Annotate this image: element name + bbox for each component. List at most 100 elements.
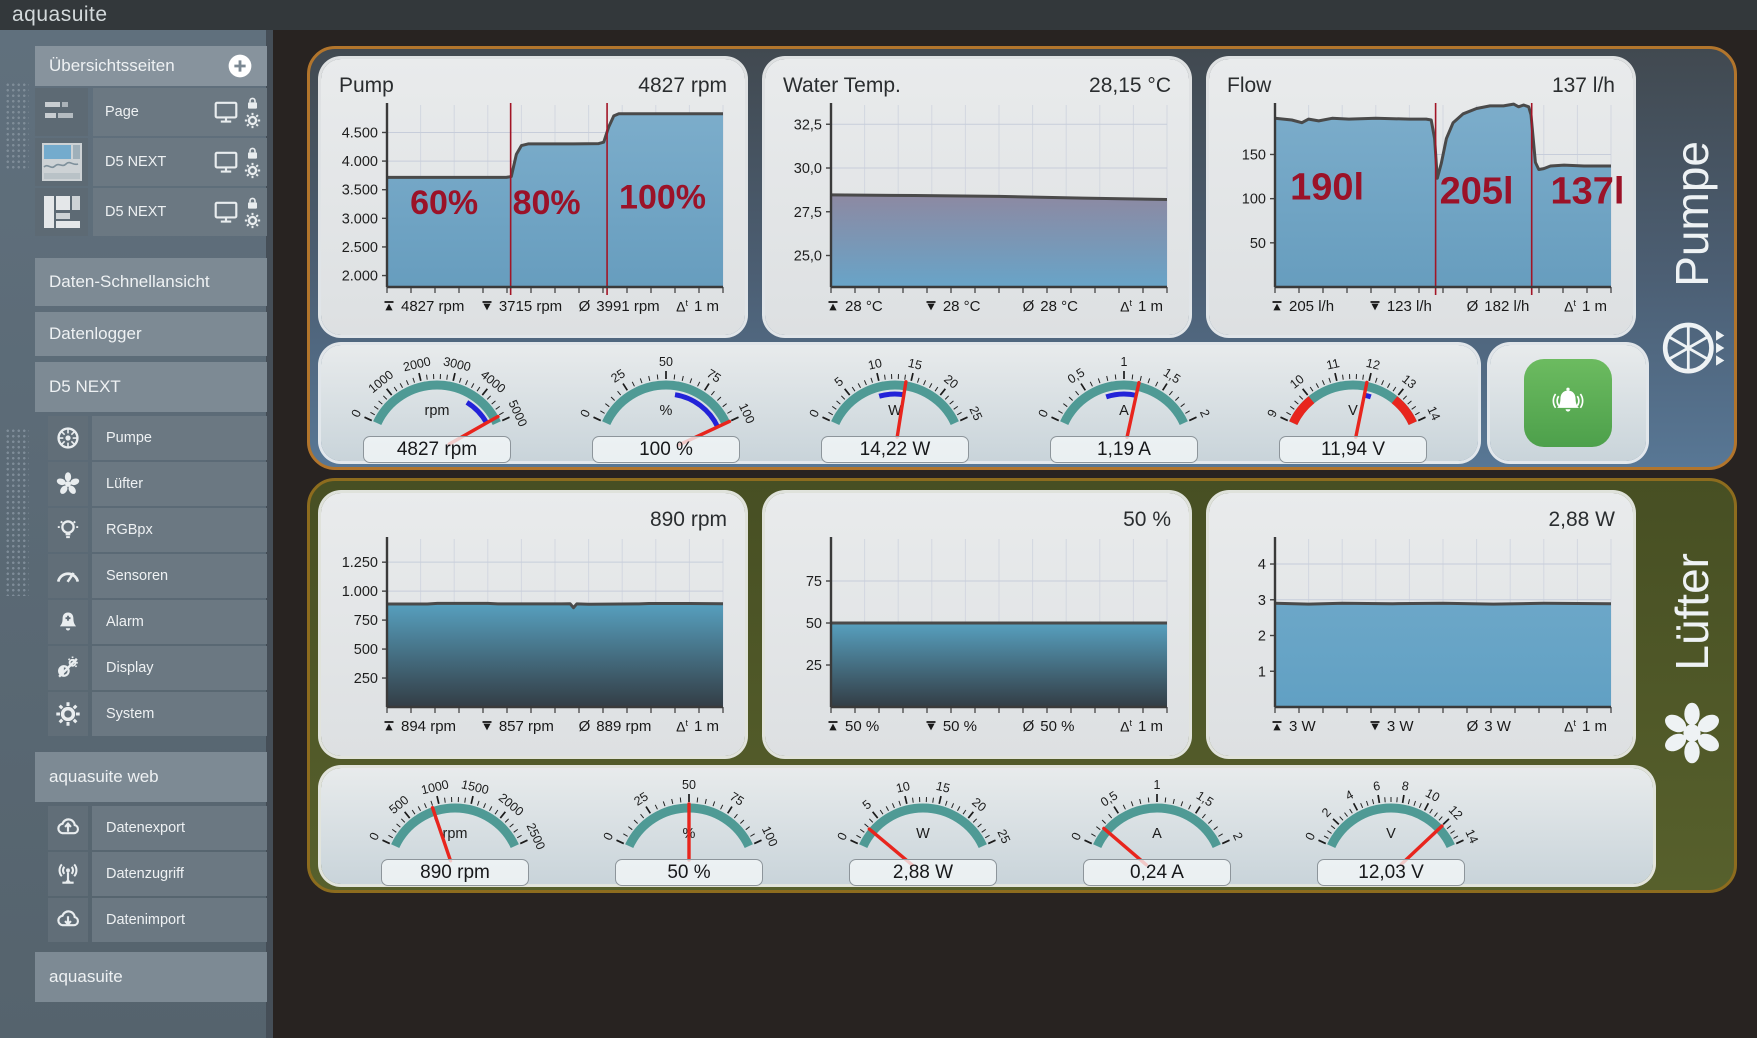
svg-text:25,0: 25,0 bbox=[794, 249, 822, 265]
svg-text:10: 10 bbox=[1423, 786, 1442, 805]
sidebar-section-d5next[interactable]: D5 NEXT bbox=[35, 362, 267, 412]
svg-text:0: 0 bbox=[1035, 407, 1051, 419]
sidebar-item-system[interactable]: System bbox=[48, 692, 267, 736]
lock-icon[interactable] bbox=[245, 146, 260, 161]
svg-text:0: 0 bbox=[600, 830, 616, 842]
svg-text:3.000: 3.000 bbox=[342, 211, 378, 227]
sidebar-section-aquasuite-web[interactable]: aquasuite web bbox=[35, 752, 267, 802]
sidebar-item-datenimport[interactable]: Datenimport bbox=[48, 898, 267, 942]
page-thumbnail bbox=[35, 138, 88, 186]
decor-dots bbox=[5, 428, 29, 596]
svg-text:3000: 3000 bbox=[442, 354, 472, 374]
svg-text:50: 50 bbox=[659, 355, 673, 369]
sidebar-item-datenexport[interactable]: Datenexport bbox=[48, 806, 267, 850]
chart-title: Flow bbox=[1227, 74, 1272, 97]
monitor-icon[interactable] bbox=[211, 199, 241, 225]
fan-percent-chart: 25 50 75 bbox=[781, 537, 1173, 715]
page-item-d5next-2[interactable]: D5 NEXT bbox=[35, 188, 267, 236]
svg-text:V: V bbox=[1348, 403, 1358, 419]
gear-icon[interactable] bbox=[244, 112, 261, 129]
chart-title: Pump bbox=[339, 74, 394, 97]
fan-icon bbox=[1665, 702, 1719, 763]
page-item-label: D5 NEXT bbox=[105, 154, 167, 170]
bell-icon bbox=[1552, 387, 1584, 412]
average-icon: Ø bbox=[1022, 298, 1035, 315]
gauge-pump-volt: 9 10 11 12 13 14 V 11,94 V bbox=[1247, 355, 1459, 463]
svg-text:3: 3 bbox=[1258, 593, 1266, 609]
svg-text:rpm: rpm bbox=[443, 826, 468, 842]
svg-text:1000: 1000 bbox=[366, 368, 396, 396]
max-icon bbox=[1272, 721, 1282, 731]
gauge-pump-watt: 0 5 10 15 20 25 W 14,22 W bbox=[789, 355, 1001, 463]
bell-plus-icon bbox=[55, 609, 81, 635]
svg-text:100: 100 bbox=[736, 401, 758, 426]
sidebar-header-overview[interactable]: Übersichtsseiten bbox=[35, 46, 267, 86]
svg-text:100: 100 bbox=[1242, 192, 1266, 208]
max-icon bbox=[1272, 301, 1282, 311]
svg-text:60%: 60% bbox=[410, 184, 478, 222]
sidebar-section-aquasuite[interactable]: aquasuite bbox=[35, 952, 267, 1002]
fan-panel-label: Lüfter bbox=[1666, 553, 1718, 671]
sidebar-item-datenzugriff[interactable]: Datenzugriff bbox=[48, 852, 267, 896]
min-icon bbox=[1370, 721, 1380, 731]
svg-text:0: 0 bbox=[806, 407, 822, 419]
svg-text:25: 25 bbox=[994, 827, 1013, 846]
svg-text:50: 50 bbox=[1250, 236, 1266, 252]
gauge-pump-ampere: 0 0,5 1 1,5 2 A 1,19 A bbox=[1018, 355, 1230, 463]
svg-text:10: 10 bbox=[895, 779, 912, 796]
svg-text:1,5: 1,5 bbox=[1194, 788, 1216, 809]
svg-text:13: 13 bbox=[1399, 372, 1419, 392]
sidebar-item-pumpe[interactable]: Pumpe bbox=[48, 416, 267, 460]
add-page-button[interactable] bbox=[227, 53, 253, 79]
svg-text:1,5: 1,5 bbox=[1161, 365, 1183, 386]
monitor-icon[interactable] bbox=[211, 149, 241, 175]
svg-text:14: 14 bbox=[1462, 827, 1481, 846]
svg-text:205l: 205l bbox=[1440, 170, 1514, 212]
sidebar-item-datalogger[interactable]: Datenlogger bbox=[35, 312, 267, 356]
chart-card-fan-rpm: 890 rpm 250 500 750 1.000 1.250 894 rpm 857 … bbox=[321, 493, 745, 756]
sidebar-item-rgbpx[interactable]: RGBpx bbox=[48, 508, 267, 552]
svg-text:1.000: 1.000 bbox=[342, 584, 378, 600]
lock-icon[interactable] bbox=[245, 96, 260, 111]
gear-icon[interactable] bbox=[244, 212, 261, 229]
pump-rpm-chart: 2.000 2.500 3.000 3.500 4.000 4.500 60% 80% 100% bbox=[337, 103, 729, 295]
svg-text:137l: 137l bbox=[1550, 170, 1624, 212]
svg-text:2: 2 bbox=[1258, 629, 1266, 645]
sidebar-item-sensoren[interactable]: Sensoren bbox=[48, 554, 267, 598]
lock-icon[interactable] bbox=[245, 196, 260, 211]
svg-text:2500: 2500 bbox=[523, 821, 547, 852]
monitor-icon[interactable] bbox=[211, 99, 241, 125]
page-item-d5next-1[interactable]: D5 NEXT bbox=[35, 138, 267, 186]
sidebar-item-quickview[interactable]: Daten-Schnellansicht bbox=[35, 258, 267, 306]
min-icon bbox=[482, 301, 492, 311]
svg-text:2: 2 bbox=[1197, 407, 1213, 419]
sidebar-item-display[interactable]: Display bbox=[48, 646, 267, 690]
sidebar-item-luefter[interactable]: Lüfter bbox=[48, 462, 267, 506]
chart-current-value: 137 l/h bbox=[1551, 74, 1615, 97]
svg-text:10: 10 bbox=[867, 356, 884, 373]
svg-text:2: 2 bbox=[1319, 805, 1334, 820]
gauge-fan-watt: 0 5 10 15 20 25 W 2,88 W bbox=[817, 778, 1029, 886]
svg-text:3.500: 3.500 bbox=[342, 183, 378, 199]
svg-text:9: 9 bbox=[1264, 407, 1280, 419]
svg-text:A: A bbox=[1119, 403, 1129, 419]
chart-current-value: 4827 rpm bbox=[638, 74, 727, 97]
average-icon: Ø bbox=[1022, 718, 1035, 735]
chart-current-value: 2,88 W bbox=[1548, 508, 1615, 531]
svg-text:0: 0 bbox=[1302, 830, 1318, 842]
svg-text:75: 75 bbox=[727, 789, 746, 808]
max-icon bbox=[828, 301, 838, 311]
svg-text:30,0: 30,0 bbox=[794, 161, 822, 177]
page-item-page[interactable]: Page bbox=[35, 88, 267, 136]
alarm-bell-button[interactable] bbox=[1524, 359, 1612, 447]
chart-card-pump-rpm: Pump 4827 rpm 2.000 2.500 3.000 3.500 4.000 4… bbox=[321, 59, 745, 335]
svg-text:25: 25 bbox=[806, 658, 822, 674]
svg-text:4000: 4000 bbox=[478, 368, 508, 396]
gear-icon[interactable] bbox=[244, 162, 261, 179]
bulb-icon bbox=[55, 517, 81, 543]
sidebar-item-alarm[interactable]: Alarm bbox=[48, 600, 267, 644]
svg-text:6: 6 bbox=[1372, 779, 1381, 794]
max-icon bbox=[384, 301, 394, 311]
svg-text:2.000: 2.000 bbox=[342, 269, 378, 285]
svg-text:0: 0 bbox=[1068, 830, 1084, 842]
